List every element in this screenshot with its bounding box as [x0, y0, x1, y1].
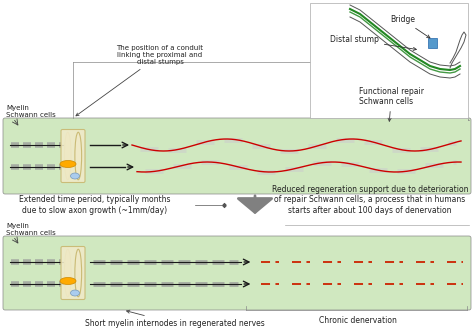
Text: Distal stump: Distal stump — [330, 35, 416, 50]
Ellipse shape — [60, 278, 76, 285]
Text: Functional repair
Schwann cells: Functional repair Schwann cells — [359, 87, 424, 121]
Text: Extended time period, typically months
due to slow axon growth (~1mm/day): Extended time period, typically months d… — [19, 195, 171, 215]
Ellipse shape — [64, 132, 71, 180]
Bar — [310, 3, 468, 118]
FancyBboxPatch shape — [3, 236, 471, 310]
Text: Reduced regeneration support due to deterioration
of repair Schwann cells, a pro: Reduced regeneration support due to dete… — [272, 185, 468, 215]
FancyBboxPatch shape — [3, 118, 471, 194]
Text: Chronic denervation: Chronic denervation — [319, 316, 397, 325]
Ellipse shape — [60, 161, 76, 167]
Text: Myelin
Schwann cells: Myelin Schwann cells — [6, 223, 56, 236]
Text: Myelin
Schwann cells: Myelin Schwann cells — [6, 105, 56, 118]
FancyArrowPatch shape — [238, 196, 272, 212]
Text: Short myelin internodes in regenerated nerves: Short myelin internodes in regenerated n… — [85, 310, 265, 328]
Text: Bridge: Bridge — [390, 15, 430, 38]
Ellipse shape — [64, 249, 71, 297]
Text: The position of a conduit
linking the proximal and
distal stumps: The position of a conduit linking the pr… — [76, 45, 203, 116]
Ellipse shape — [71, 173, 80, 179]
Ellipse shape — [75, 132, 82, 180]
Bar — [428, 38, 437, 48]
Ellipse shape — [71, 290, 80, 296]
FancyBboxPatch shape — [61, 130, 85, 182]
FancyBboxPatch shape — [61, 246, 85, 300]
Ellipse shape — [75, 249, 82, 297]
